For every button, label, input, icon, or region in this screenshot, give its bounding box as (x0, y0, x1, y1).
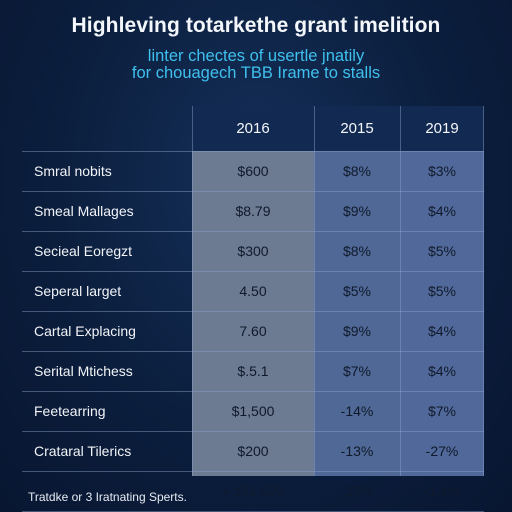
column-2019-background (400, 151, 484, 476)
header-band (192, 106, 484, 151)
table-row: Smeal Mallages $8.79 $9% $4% (22, 191, 484, 231)
table-cell: $4% (427, 323, 457, 339)
row-divider (22, 391, 484, 392)
column-header-2015: 2015 (340, 120, 374, 137)
row-label: Feetearring (34, 403, 106, 419)
row-divider (22, 271, 484, 272)
row-divider (22, 471, 484, 472)
row-divider (22, 231, 484, 232)
column-header-2019: 2019 (425, 120, 459, 137)
row-divider (22, 311, 484, 312)
chart-subtitle-line-2: for chouagech TBB Irame to stalls (131, 64, 381, 82)
table-row: Smral nobits $600 $8% $3% (22, 151, 484, 191)
table-row: Secieal Eoregzt $300 $8% $5% (22, 231, 484, 271)
column-divider (483, 106, 484, 476)
table-cell: -27% (425, 443, 459, 459)
column-divider (192, 106, 193, 476)
table-cell: $8% (342, 243, 372, 259)
table-row: Seperal larget 4.50 $5% $5% (22, 271, 484, 311)
data-table: Smral nobits $600 $8% $3% Smeal Mallages $8.7… (22, 106, 484, 512)
row-divider (22, 151, 484, 152)
table-cell: $300 (237, 243, 269, 259)
table-cell: $7% (427, 403, 457, 419)
table-cell: $5% (427, 283, 457, 299)
table-cell: -13% (340, 443, 374, 459)
table-cell: $600 (237, 163, 269, 179)
column-2016-background (192, 151, 314, 476)
table-cell: $1,500 (231, 403, 275, 419)
table-row: Crataral Tilerics $200 -13% -27% (22, 431, 484, 471)
table-cell: $8% (342, 163, 372, 179)
table-cell: $9% (342, 203, 372, 219)
table-cell: $9% (342, 323, 372, 339)
table-cell: $7% (342, 363, 372, 379)
table-cell: $5% (427, 243, 457, 259)
table-cell: 7.60 (239, 323, 267, 339)
row-label: Serital Mtichess (34, 363, 133, 379)
row-divider (22, 351, 484, 352)
table-cell: $3% (427, 163, 457, 179)
table-cell: -17% (340, 483, 374, 499)
table-cell: -1.4% (423, 483, 461, 499)
table-cell: $4% (427, 203, 457, 219)
table-cell: + 151,520 (221, 483, 285, 499)
column-divider (314, 106, 315, 476)
table-cell: $4% (427, 363, 457, 379)
table-cell: $200 (237, 443, 269, 459)
table-row: Serital Mtichess $.5.1 $7% $4% (22, 351, 484, 391)
chart-title: Highleving totarkethe grant imelition (71, 14, 441, 37)
table-row: Feetearring $1,500 -14% $7% (22, 391, 484, 431)
table-cell: $5% (342, 283, 372, 299)
footer-note: Tratdke or 3 Iratnating Sperts. (28, 490, 187, 504)
table-cell: $.5.1 (237, 363, 269, 379)
table-row: + 151,520 -17% -1.4% (22, 471, 484, 511)
table-cell: -14% (340, 403, 374, 419)
row-label: Seperal larget (34, 283, 122, 299)
table-cell: 4.50 (239, 283, 267, 299)
row-divider (22, 191, 484, 192)
row-label: Smeal Mallages (34, 203, 134, 219)
table-cell: $8.79 (235, 203, 271, 219)
row-label: Secieal Eoregzt (34, 243, 133, 259)
column-header-2016: 2016 (236, 120, 270, 137)
column-divider (400, 106, 401, 476)
row-label: Crataral Tilerics (34, 443, 132, 459)
table-row: Cartal Explacing 7.60 $9% $4% (22, 311, 484, 351)
row-label: Cartal Explacing (34, 323, 136, 339)
row-label: Smral nobits (34, 163, 112, 179)
row-divider (22, 431, 484, 432)
chart-subtitle-line-1: linter chectes of usertle jnatily (147, 47, 365, 65)
column-2015-background (314, 151, 400, 476)
